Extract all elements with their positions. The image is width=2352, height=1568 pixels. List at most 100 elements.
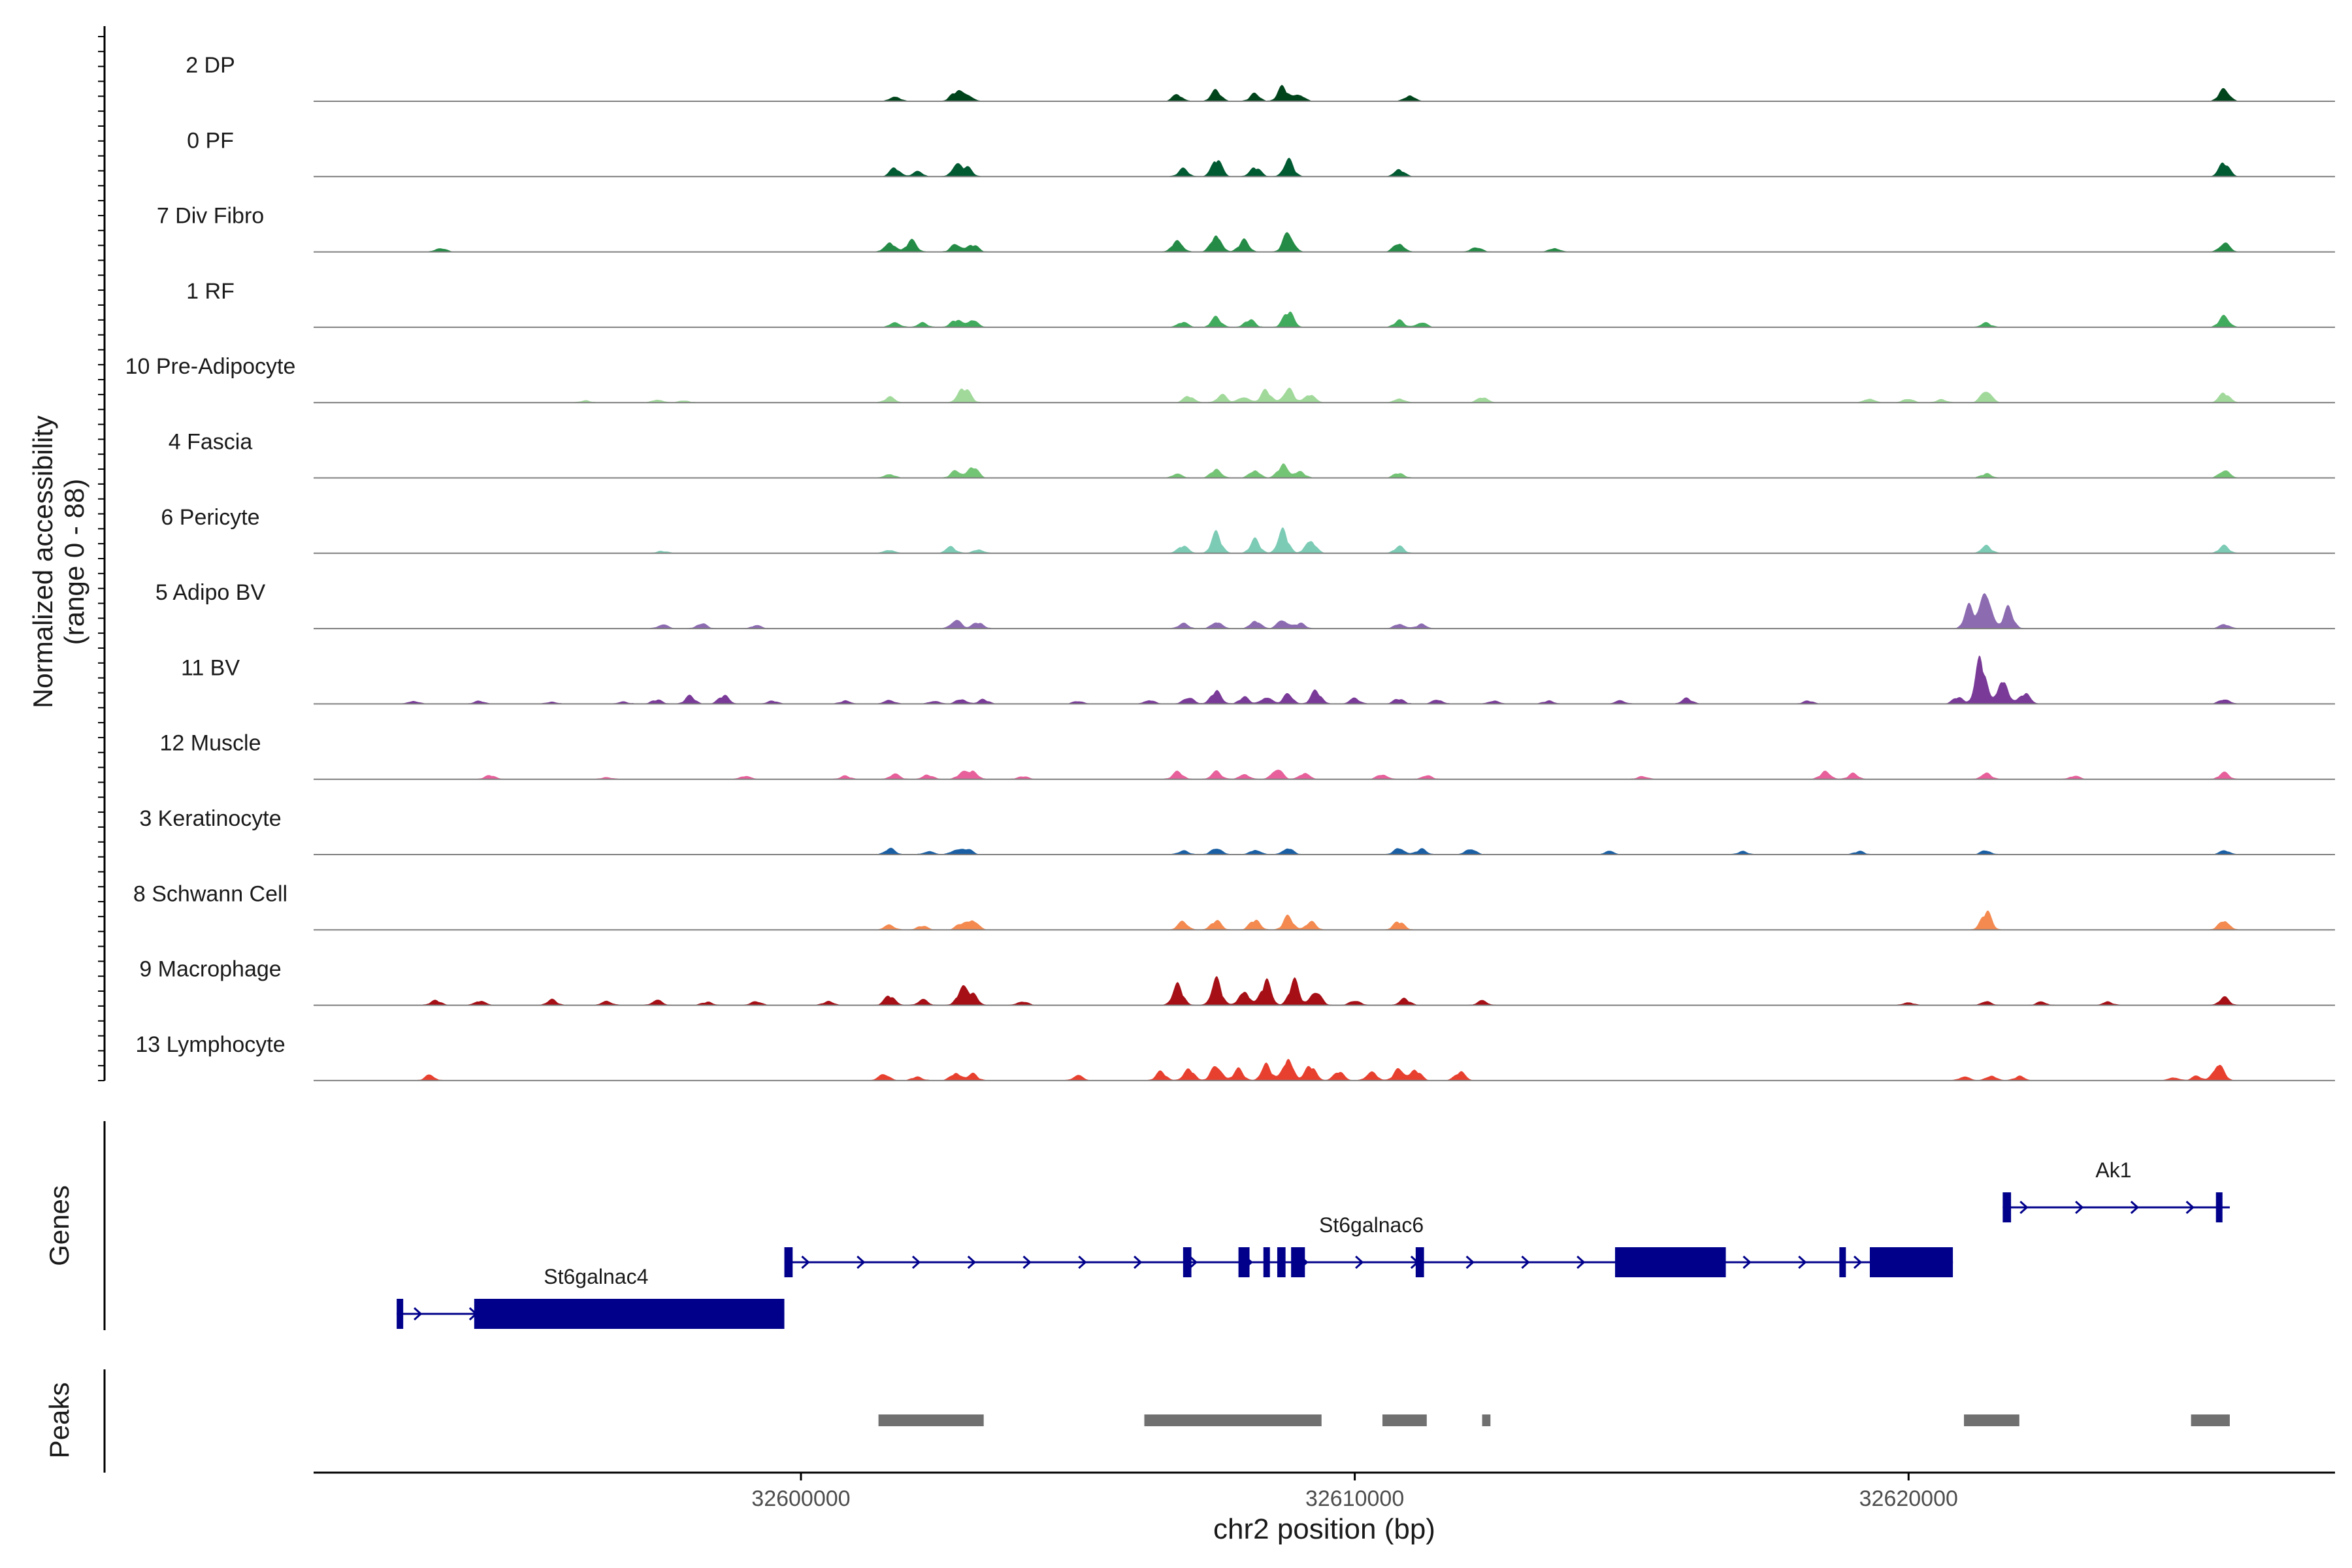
track-signal — [314, 847, 2241, 855]
track-signal — [314, 232, 2241, 252]
gene-exon — [1615, 1247, 1726, 1277]
gene-exon — [1263, 1247, 1270, 1277]
track-label: 13 Lymphocyte — [135, 1032, 285, 1057]
strand-arrow — [414, 1307, 423, 1321]
gene-exon — [784, 1247, 793, 1277]
peak-region — [878, 1414, 984, 1426]
strand-arrow — [1853, 1255, 1863, 1269]
gene-label: St6galnac4 — [544, 1265, 648, 1288]
track-label: 12 Muscle — [160, 731, 261, 756]
strand-arrow — [2130, 1200, 2140, 1215]
track-8-schwann-cell: 8 Schwann Cell — [133, 881, 2335, 931]
strand-arrow — [801, 1255, 810, 1269]
strand-arrow — [1798, 1255, 1807, 1269]
strand-arrow — [2019, 1200, 2029, 1215]
track-label: 11 BV — [181, 655, 240, 680]
track-label: 9 Macrophage — [139, 957, 281, 982]
gene-exon — [2002, 1192, 2012, 1222]
track-12-muscle: 12 Muscle — [160, 731, 2335, 780]
strand-arrow — [1742, 1255, 1752, 1269]
track-label: 0 PF — [187, 128, 234, 153]
strand-arrow — [1078, 1255, 1087, 1269]
gene-ak1: Ak1 — [2002, 1158, 2230, 1222]
tracks-panel: 2 DP 0 PF 7 Div Fibro 1 RF 10 Pre-Adipocyte 4… — [125, 53, 2335, 1081]
track-signal — [314, 527, 2241, 553]
track-7-div-fibro: 7 Div Fibro — [157, 204, 2335, 253]
x-tick-label: 32600000 — [751, 1486, 850, 1511]
strand-arrow — [1576, 1255, 1586, 1269]
track-3-keratinocyte: 3 Keratinocyte — [139, 806, 2335, 855]
y-axis-range-label: (range 0 - 88) — [59, 479, 90, 645]
track-signal — [314, 1058, 2241, 1081]
track-10-pre-adipocyte: 10 Pre-Adipocyte — [125, 354, 2335, 404]
track-label: 2 DP — [186, 53, 235, 78]
y-axis-label: Normalized accessibility — [27, 416, 58, 708]
strand-arrow — [1188, 1255, 1198, 1269]
gene-label: Ak1 — [2095, 1158, 2131, 1182]
gene-st6galnac4: St6galnac4 — [397, 1265, 785, 1329]
strand-arrow — [2075, 1200, 2084, 1215]
strand-arrow — [1022, 1255, 1032, 1269]
peaks-panel — [878, 1414, 2230, 1426]
track-signal — [314, 387, 2241, 403]
gene-exon — [2215, 1192, 2223, 1222]
track-label: 1 RF — [186, 279, 235, 304]
track-signal — [314, 976, 2241, 1005]
track-signal — [314, 157, 2241, 177]
peak-region — [1382, 1414, 1427, 1426]
gene-exon — [1415, 1247, 1424, 1277]
x-axis-ticks: 32600000 32610000 32620000 — [751, 1473, 1958, 1511]
gene-exon — [474, 1299, 785, 1329]
track-5-adipo-bv: 5 Adipo BV — [155, 580, 2335, 630]
gene-exon — [397, 1299, 404, 1329]
gene-exon — [1238, 1247, 1250, 1277]
track-0-pf: 0 PF — [187, 128, 2335, 178]
strand-arrow — [967, 1255, 976, 1269]
track-4-fascia: 4 Fascia — [169, 430, 2335, 479]
strand-arrow — [1521, 1255, 1530, 1269]
track-label: 4 Fascia — [169, 430, 253, 455]
track-label: 5 Adipo BV — [155, 580, 266, 605]
peak-region — [1144, 1414, 1322, 1426]
track-signal — [314, 85, 2241, 101]
track-label: 3 Keratinocyte — [139, 806, 281, 831]
track-label: 8 Schwann Cell — [133, 881, 287, 906]
track-signal — [314, 311, 2241, 327]
peaks-panel-label: Peaks — [44, 1382, 74, 1459]
track-9-macrophage: 9 Macrophage — [139, 957, 2335, 1006]
track-11-bv: 11 BV — [181, 655, 2335, 705]
gene-st6galnac6: St6galnac6 — [784, 1213, 1953, 1277]
track-label: 6 Pericyte — [161, 505, 259, 530]
x-tick-label: 32620000 — [1859, 1486, 1958, 1511]
track-signal — [314, 770, 2241, 779]
strand-arrow — [1134, 1255, 1143, 1269]
strand-arrow — [1355, 1255, 1364, 1269]
track-1-rf: 1 RF — [186, 279, 2335, 328]
strand-arrow — [2185, 1200, 2195, 1215]
genes-panel-label: Genes — [44, 1185, 74, 1266]
peak-region — [2191, 1414, 2230, 1426]
y-axis — [98, 26, 106, 1081]
gene-exon — [1869, 1247, 1953, 1277]
track-6-pericyte: 6 Pericyte — [161, 505, 2335, 554]
track-signal — [314, 655, 2241, 704]
gene-exon — [1183, 1247, 1192, 1277]
track-label: 7 Div Fibro — [157, 204, 264, 229]
gene-exon — [1839, 1247, 1846, 1277]
strand-arrow — [1465, 1255, 1475, 1269]
peak-region — [1482, 1414, 1491, 1426]
track-signal — [314, 463, 2241, 478]
track-signal — [314, 593, 2241, 629]
strand-arrow — [911, 1255, 921, 1269]
strand-arrow — [857, 1255, 866, 1269]
peak-region — [1964, 1414, 2019, 1426]
track-2-dp: 2 DP — [186, 53, 2335, 102]
genes-panel: St6galnac4 St6galnac6 Ak1 — [397, 1158, 2230, 1329]
gene-exon — [1277, 1247, 1286, 1277]
track-13-lymphocyte: 13 Lymphocyte — [135, 1032, 2335, 1081]
track-label: 10 Pre-Adipocyte — [125, 354, 296, 379]
gene-label: St6galnac6 — [1319, 1213, 1424, 1237]
track-signal — [314, 910, 2241, 930]
gene-exon — [1291, 1247, 1305, 1277]
